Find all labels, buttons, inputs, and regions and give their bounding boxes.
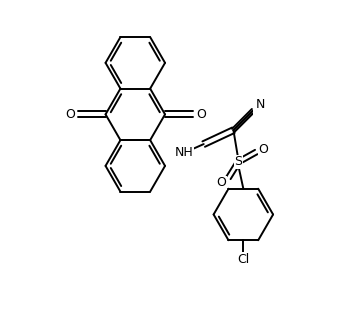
Text: O: O (258, 143, 268, 156)
Text: S: S (234, 156, 242, 168)
Text: NH: NH (175, 146, 194, 158)
Text: Cl: Cl (237, 252, 249, 266)
Text: N: N (254, 101, 263, 114)
Text: O: O (65, 108, 75, 121)
Text: N: N (256, 98, 265, 111)
Text: O: O (196, 108, 206, 121)
Text: O: O (217, 176, 226, 189)
